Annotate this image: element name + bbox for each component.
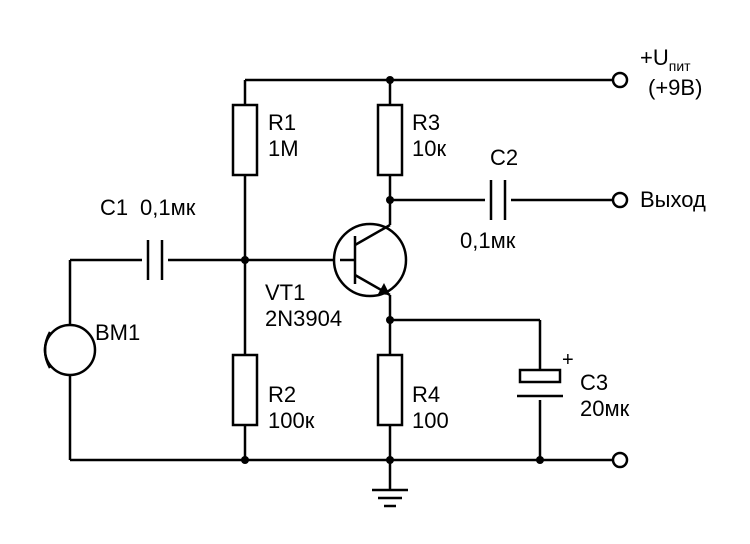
node-emitter <box>386 316 394 324</box>
label-r3-ref: R3 <box>412 110 440 135</box>
label-r2-ref: R2 <box>268 382 296 407</box>
terminal-supply <box>613 73 627 87</box>
svg-text:+: + <box>562 349 574 371</box>
resistor-r1 <box>233 105 257 175</box>
label-r2-val: 100к <box>268 408 315 433</box>
label-bm1-ref: BM1 <box>95 320 140 345</box>
node-ground-c3 <box>536 456 544 464</box>
label-r1-val: 1M <box>268 136 299 161</box>
label-c1-val: 0,1мк <box>140 195 196 220</box>
label-c1-ref: C1 <box>100 195 128 220</box>
capacitor-c2 <box>491 180 505 220</box>
label-r4-ref: R4 <box>412 382 440 407</box>
resistor-r2 <box>233 355 257 425</box>
label-supply: +Uпит <box>640 45 691 74</box>
label-c2-val: 0,1мк <box>460 228 516 253</box>
node-collector <box>386 196 394 204</box>
terminal-ground <box>613 453 627 467</box>
node-base <box>241 256 249 264</box>
node-rail-r3 <box>386 76 394 84</box>
label-r4-val: 100 <box>412 408 449 433</box>
label-c3-ref: C3 <box>580 370 608 395</box>
label-vt1-ref: VT1 <box>265 280 305 305</box>
label-vt1-val: 2N3904 <box>265 306 342 331</box>
label-output: Выход <box>640 187 706 212</box>
label-r3-val: 10к <box>412 136 446 161</box>
label-c2-ref: C2 <box>490 145 518 170</box>
node-ground-r4 <box>386 456 394 464</box>
capacitor-c1 <box>148 240 162 280</box>
label-c3-val: 20мк <box>580 396 630 421</box>
microphone-bm1 <box>45 325 95 375</box>
node-ground-r2 <box>241 456 249 464</box>
label-supply-value: (+9В) <box>648 75 702 100</box>
capacitor-c3: + <box>517 349 574 396</box>
label-r1-ref: R1 <box>268 110 296 135</box>
resistor-r3 <box>378 105 402 175</box>
terminal-output <box>613 193 627 207</box>
transistor-vt1 <box>334 224 406 296</box>
resistor-r4 <box>378 355 402 425</box>
